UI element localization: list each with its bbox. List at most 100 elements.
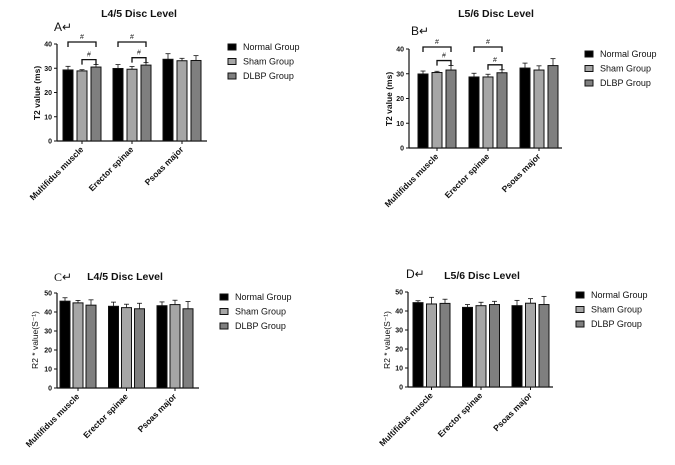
- y-axis-label: T2 value (ms): [32, 66, 42, 120]
- significance-marker: #: [137, 50, 141, 57]
- bar-dlbp-group: [190, 59, 202, 142]
- bar-dlbp-group: [489, 304, 500, 388]
- panel-label: C↵: [54, 270, 72, 284]
- y-tick-label: 10: [44, 114, 52, 121]
- x-tick-label: Erector spinae: [81, 391, 130, 440]
- bar-dlbp-group: [182, 308, 194, 389]
- panel-label: A↵: [54, 20, 72, 34]
- legend-label: Normal Group: [600, 49, 657, 59]
- chart-title: L4/5 Disc Level: [87, 271, 163, 283]
- legend-swatch: [227, 72, 237, 80]
- bar-dlbp-group: [496, 72, 508, 149]
- bar-normal-group: [417, 73, 429, 149]
- y-tick-label: 50: [44, 291, 52, 298]
- y-tick-label: 30: [44, 329, 52, 336]
- legend-label: Normal Group: [243, 42, 300, 52]
- bar-normal-group: [156, 305, 168, 389]
- significance-bracket: [473, 46, 503, 52]
- bar-dlbp-group: [547, 65, 559, 149]
- x-tick-label: Multifidus muscle: [28, 144, 86, 202]
- bar-sham-group: [126, 68, 138, 142]
- bar-sham-group: [176, 60, 188, 142]
- chart-title: L5/6 Disc Level: [444, 270, 520, 282]
- bar-sham-group: [426, 303, 437, 388]
- bar-sham-group: [169, 304, 181, 389]
- significance-bracket: [117, 41, 147, 47]
- y-tick-label: 40: [44, 310, 52, 317]
- y-tick-label: 40: [44, 42, 52, 49]
- bar-normal-group: [108, 305, 119, 389]
- x-tick-label: Psoas major: [136, 391, 179, 434]
- bar-normal-group: [59, 300, 71, 389]
- significance-bracket: [67, 41, 97, 47]
- legend-label: DLBP Group: [591, 319, 642, 329]
- bar-normal-group: [112, 67, 124, 142]
- x-tick-label: Multifidus muscle: [377, 390, 435, 448]
- legend-label: DLBP Group: [600, 78, 651, 88]
- bar-dlbp-group: [538, 304, 550, 388]
- x-tick-label: Multifidus muscle: [383, 151, 441, 209]
- y-axis-label: R2 * value(S⁻¹): [30, 311, 40, 369]
- legend-label: DLBP Group: [235, 321, 286, 331]
- x-tick-label: Erector spinae: [436, 390, 485, 439]
- x-tick-label: Psoas major: [500, 151, 543, 194]
- bar-normal-group: [162, 58, 174, 142]
- panel-d: L5/6 Disc Level D↵ R2 * value(S⁻¹) 0 10 20…: [377, 267, 647, 448]
- bar-dlbp-group: [85, 304, 97, 389]
- y-tick-label: 20: [44, 348, 52, 355]
- significance-bracket: [422, 46, 452, 52]
- y-tick-label: 30: [395, 328, 403, 335]
- bar-sham-group: [482, 76, 494, 149]
- bar-normal-group: [511, 305, 523, 388]
- legend-label: Sham Group: [235, 307, 286, 317]
- y-tick-label: 10: [395, 366, 403, 373]
- significance-bracket: [487, 64, 503, 70]
- x-tick-label: Psoas major: [491, 390, 534, 433]
- bar-sham-group: [121, 307, 132, 389]
- bar-dlbp-group: [134, 308, 145, 389]
- bar-dlbp-group: [439, 302, 451, 388]
- legend-swatch: [227, 43, 237, 51]
- panel-c: L4/5 Disc Level C↵ R2 * value(S⁻¹) 0 10 20…: [24, 270, 292, 449]
- significance-marker: #: [493, 57, 497, 64]
- legend-swatch: [219, 322, 229, 330]
- y-tick-label: 0: [48, 139, 52, 146]
- y-tick-label: 30: [396, 71, 404, 78]
- y-tick-label: 50: [395, 290, 403, 297]
- bar-sham-group: [76, 70, 88, 142]
- legend-swatch: [575, 291, 585, 299]
- y-axis-label: T2 value (ms): [384, 72, 394, 126]
- x-tick-label: Multifidus muscle: [24, 391, 82, 449]
- x-tick-label: Erector spinae: [443, 151, 492, 200]
- bar-normal-group: [62, 69, 74, 142]
- y-tick-label: 0: [400, 146, 404, 153]
- legend-swatch: [227, 58, 237, 65]
- significance-bracket: [81, 58, 97, 65]
- legend-swatch: [575, 320, 585, 328]
- y-tick-label: 0: [399, 385, 403, 392]
- y-tick-label: 20: [395, 347, 403, 354]
- legend-label: Normal Group: [235, 292, 292, 302]
- panel-b: L5/6 Disc Level B↵ T2 value (ms) 0 10 20 30…: [383, 8, 657, 209]
- y-axis-label: R2 * value(S⁻¹): [382, 311, 392, 369]
- y-tick-label: 10: [44, 367, 52, 374]
- chart-title: L4/5 Disc Level: [101, 8, 177, 20]
- bar-sham-group: [533, 69, 545, 149]
- panel-a: L4/5 Disc Level A↵ T2 value (ms) 0 10 20 30…: [28, 8, 300, 202]
- y-tick-label: 40: [395, 309, 403, 316]
- legend-swatch: [575, 306, 585, 313]
- y-tick-label: 30: [44, 66, 52, 73]
- bar-dlbp-group: [90, 66, 102, 142]
- y-tick-label: 40: [396, 47, 404, 54]
- legend-swatch: [219, 293, 229, 301]
- significance-bracket: [131, 57, 147, 63]
- legend-label: DLBP Group: [243, 71, 294, 81]
- significance-marker: #: [486, 39, 490, 46]
- y-tick-label: 20: [396, 96, 404, 103]
- significance-marker: #: [130, 34, 134, 41]
- legend-swatch: [584, 50, 594, 58]
- legend-label: Sham Group: [591, 305, 642, 315]
- significance-marker: #: [442, 53, 446, 60]
- legend-label: Sham Group: [600, 64, 651, 74]
